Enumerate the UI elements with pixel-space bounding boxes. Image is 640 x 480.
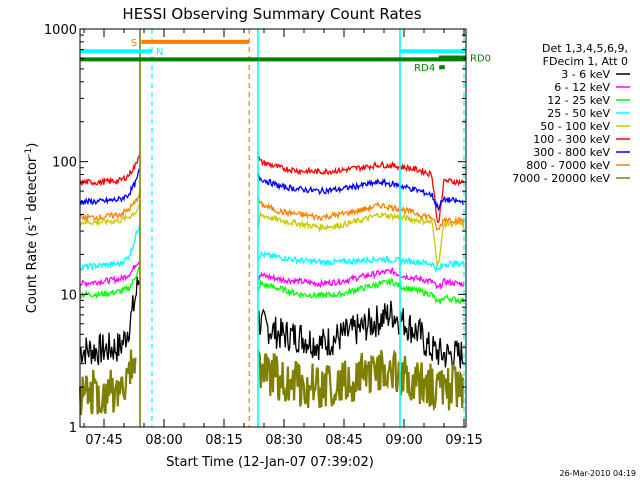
legend-label-300-800-kev: 300 - 800 keV (533, 146, 610, 159)
series-100-300-kev-segment-2 (257, 155, 465, 223)
interval-bar-label-s: S (131, 38, 137, 49)
chart-title: HESSI Observing Summary Count Rates (122, 5, 421, 23)
y-tick-label: 1 (69, 421, 77, 436)
legend-header-line: Det 1,3,4,5,6,9, (542, 42, 628, 55)
series-6-12-kev (79, 261, 465, 291)
y-tick-label: 10 (60, 288, 77, 303)
series-100-300-kev (79, 153, 465, 223)
series-6-12-kev-segment-2 (257, 266, 465, 291)
y-axis-label: Count Rate (s-1 detector-1) (24, 143, 40, 314)
legend-label-7000-20000-kev: 7000 - 20000 keV (512, 172, 610, 185)
x-tick-label: 08:00 (145, 433, 182, 448)
series-7000-20000-kev-segment-1 (78, 349, 137, 416)
plot-frame (79, 28, 467, 428)
x-tick-label: 09:15 (445, 433, 482, 448)
footer-timestamp: 26-Mar-2010 04:19 (560, 469, 637, 478)
series-7000-20000-kev-segment-2 (256, 349, 465, 412)
x-tick-label: 07:45 (85, 433, 122, 448)
series-3-6-kev-segment-1 (79, 276, 141, 366)
legend-label-6-12-kev: 6 - 12 keV (554, 81, 610, 94)
series-25-50-kev (79, 224, 465, 274)
x-tick-label: 08:15 (205, 433, 242, 448)
legend-label-25-50-kev: 25 - 50 keV (547, 107, 610, 120)
interval-bar-label-rd4: RD4 (414, 63, 435, 74)
legend-label-3-6-kev: 3 - 6 keV (561, 68, 610, 81)
series-800-7000-kev (79, 188, 465, 231)
legend: Det 1,3,4,5,6,9,FDecim 1, Att 03 - 6 keV… (512, 42, 630, 185)
series-800-7000-kev-segment-2 (257, 195, 465, 231)
legend-label-12-25-kev: 12 - 25 keV (547, 94, 610, 107)
series-12-25-kev (79, 265, 465, 305)
series-50-100-kev-segment-1 (79, 201, 141, 227)
y-tick-label: 100 (52, 156, 77, 171)
legend-label-800-7000-kev: 800 - 7000 keV (526, 159, 610, 172)
x-tick-label: 09:00 (385, 433, 422, 448)
series-7000-20000-kev (78, 349, 465, 416)
legend-label-50-100-kev: 50 - 100 keV (540, 120, 610, 133)
series-3-6-kev-segment-2 (257, 300, 464, 371)
y-tick-label: 1000 (44, 23, 77, 38)
series-12-25-kev-segment-2 (257, 277, 465, 305)
series-300-800-kev-segment-1 (79, 168, 141, 206)
series-12-25-kev-segment-1 (79, 265, 141, 299)
series-layer (78, 153, 465, 416)
series-25-50-kev-segment-1 (79, 224, 141, 272)
axes-layer: 07:45 08:00 08:15 08:30 08:45 09:00 09:15 1 10 10… (44, 23, 483, 448)
series-25-50-kev-segment-2 (257, 250, 465, 274)
interval-bar-label-rd0: RD0 (470, 53, 491, 64)
series-300-800-kev-segment-2 (257, 172, 465, 212)
legend-header-line: FDecim 1, Att 0 (543, 55, 628, 68)
x-tick-label: 08:45 (325, 433, 362, 448)
series-6-12-kev-segment-1 (79, 261, 141, 288)
legend-label-100-300-kev: 100 - 300 keV (533, 133, 610, 146)
interval-bar-label-n: N (156, 47, 163, 58)
series-50-100-kev (79, 201, 465, 267)
series-300-800-kev (79, 168, 465, 212)
markers-layer (139, 29, 465, 427)
x-tick-label: 08:30 (265, 433, 302, 448)
interval-bars-layer: S N RD0 RD4 (80, 38, 491, 74)
series-100-300-kev-segment-1 (79, 153, 141, 188)
series-50-100-kev-segment-2 (257, 210, 465, 267)
series-800-7000-kev-segment-1 (79, 188, 141, 222)
x-axis-label: Start Time (12-Jan-07 07:39:02) (166, 455, 374, 470)
series-3-6-kev (79, 276, 464, 371)
